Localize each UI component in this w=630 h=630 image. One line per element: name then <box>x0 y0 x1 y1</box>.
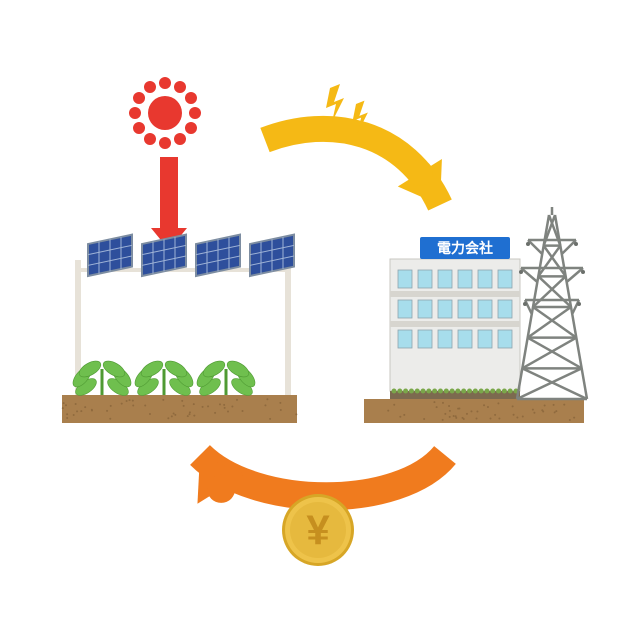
sun-icon <box>129 77 201 149</box>
yen-coin-icon: ¥ <box>282 494 354 566</box>
farm-ground <box>62 395 297 423</box>
power-company-sign-label: 電力会社 <box>437 240 493 256</box>
transmission-tower <box>517 207 587 399</box>
energy-flow-arrow <box>265 129 442 205</box>
yen-symbol: ¥ <box>306 507 330 554</box>
power-company-building: 電力会社 <box>364 237 584 423</box>
crops <box>70 358 259 399</box>
